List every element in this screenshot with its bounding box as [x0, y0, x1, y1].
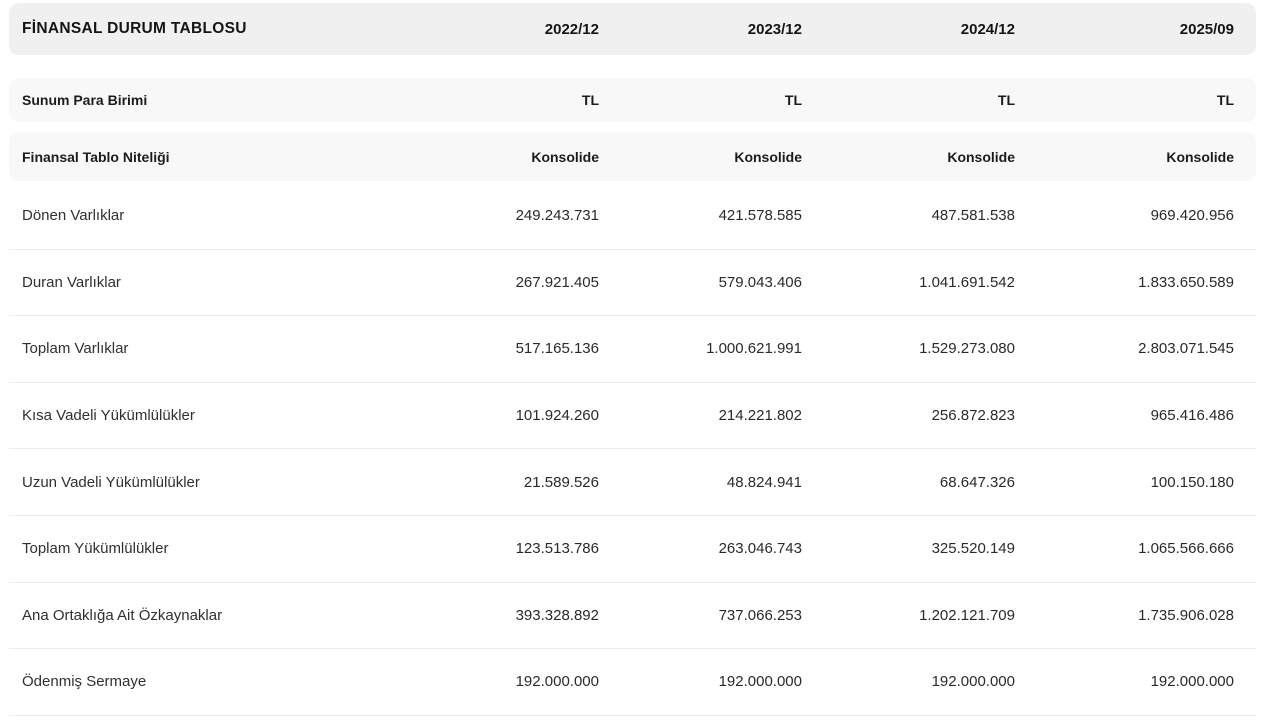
meta-row-statement-type: Finansal Tablo Niteliği Konsolide Konsol… — [9, 132, 1256, 181]
cell-value: 393.328.892 — [515, 606, 599, 624]
row-label: Uzun Vadeli Yükümlülükler — [22, 473, 200, 491]
meta-row-label: Finansal Tablo Niteliği — [22, 148, 170, 165]
cell-value: 100.150.180 — [1150, 473, 1234, 491]
meta-cell-value: TL — [997, 92, 1015, 108]
cell-value: 579.043.406 — [718, 273, 802, 291]
cell-value: 421.578.585 — [718, 207, 802, 225]
cell-value: 123.513.786 — [515, 540, 599, 558]
cell-value: 48.824.941 — [726, 473, 802, 491]
column-header-period-2022-12: 2022/12 — [544, 20, 599, 38]
table-title: FİNANSAL DURUM TABLOSU — [22, 20, 247, 37]
cell-value: 267.921.405 — [515, 273, 599, 291]
meta-cell-value: Konsolide — [734, 148, 802, 165]
meta-cell-value: TL — [581, 92, 599, 108]
cell-value: 1.735.906.028 — [1138, 606, 1234, 624]
cell-value: 192.000.000 — [718, 673, 802, 691]
meta-cell-value: TL — [1216, 92, 1234, 108]
table-row-duran-varliklar: Duran Varlıklar 267.921.405 579.043.406 … — [9, 250, 1256, 317]
cell-value: 969.420.956 — [1150, 207, 1234, 225]
financial-statement-table: FİNANSAL DURUM TABLOSU 2022/12 2023/12 2… — [9, 3, 1256, 716]
table-row-toplam-varliklar: Toplam Varlıklar 517.165.136 1.000.621.9… — [9, 316, 1256, 383]
meta-cell-value: TL — [784, 92, 802, 108]
cell-value: 68.647.326 — [939, 473, 1015, 491]
table-row-kisa-vadeli-yukumlulukler: Kısa Vadeli Yükümlülükler 101.924.260 21… — [9, 383, 1256, 450]
meta-cell-value: Konsolide — [531, 148, 599, 165]
cell-value: 263.046.743 — [718, 540, 802, 558]
table-row-uzun-vadeli-yukumlulukler: Uzun Vadeli Yükümlülükler 21.589.526 48.… — [9, 449, 1256, 516]
row-label: Kısa Vadeli Yükümlülükler — [22, 407, 195, 425]
cell-value: 1.202.121.709 — [919, 606, 1015, 624]
meta-row-label: Sunum Para Birimi — [22, 92, 148, 108]
cell-value: 737.066.253 — [718, 606, 802, 624]
meta-row-currency: Sunum Para Birimi TL TL TL TL — [9, 78, 1256, 122]
row-label: Toplam Varlıklar — [22, 340, 129, 358]
cell-value: 1.041.691.542 — [919, 273, 1015, 291]
cell-value: 192.000.000 — [515, 673, 599, 691]
cell-value: 517.165.136 — [515, 340, 599, 358]
row-label: Ödenmiş Sermaye — [22, 673, 147, 691]
table-header-row: FİNANSAL DURUM TABLOSU 2022/12 2023/12 2… — [9, 3, 1256, 55]
column-header-period-2023-12: 2023/12 — [747, 20, 802, 38]
table-body: Dönen Varlıklar 249.243.731 421.578.585 … — [9, 183, 1256, 716]
cell-value: 249.243.731 — [515, 207, 599, 225]
cell-value: 1.065.566.666 — [1138, 540, 1234, 558]
cell-value: 214.221.802 — [718, 407, 802, 425]
table-row-donen-varliklar: Dönen Varlıklar 249.243.731 421.578.585 … — [9, 183, 1256, 250]
cell-value: 1.529.273.080 — [919, 340, 1015, 358]
column-header-period-2025-09: 2025/09 — [1179, 20, 1234, 38]
cell-value: 1.000.621.991 — [706, 340, 802, 358]
cell-value: 192.000.000 — [931, 673, 1015, 691]
cell-value: 256.872.823 — [931, 407, 1015, 425]
table-row-ana-ortakliga-ait-ozkaynaklar: Ana Ortaklığa Ait Özkaynaklar 393.328.89… — [9, 583, 1256, 650]
cell-value: 1.833.650.589 — [1138, 273, 1234, 291]
cell-value: 101.924.260 — [515, 407, 599, 425]
cell-value: 192.000.000 — [1150, 673, 1234, 691]
meta-cell-value: Konsolide — [947, 148, 1015, 165]
cell-value: 487.581.538 — [931, 207, 1015, 225]
cell-value: 965.416.486 — [1150, 407, 1234, 425]
table-row-odenmis-sermaye: Ödenmiş Sermaye 192.000.000 192.000.000 … — [9, 649, 1256, 716]
row-label: Dönen Varlıklar — [22, 207, 125, 225]
row-label: Toplam Yükümlülükler — [22, 540, 169, 558]
meta-cell-value: Konsolide — [1166, 148, 1234, 165]
column-header-period-2024-12: 2024/12 — [960, 20, 1015, 38]
row-label: Ana Ortaklığa Ait Özkaynaklar — [22, 606, 223, 624]
cell-value: 2.803.071.545 — [1138, 340, 1234, 358]
cell-value: 21.589.526 — [523, 473, 599, 491]
table-row-toplam-yukumlulukler: Toplam Yükümlülükler 123.513.786 263.046… — [9, 516, 1256, 583]
row-label: Duran Varlıklar — [22, 273, 121, 291]
cell-value: 325.520.149 — [931, 540, 1015, 558]
